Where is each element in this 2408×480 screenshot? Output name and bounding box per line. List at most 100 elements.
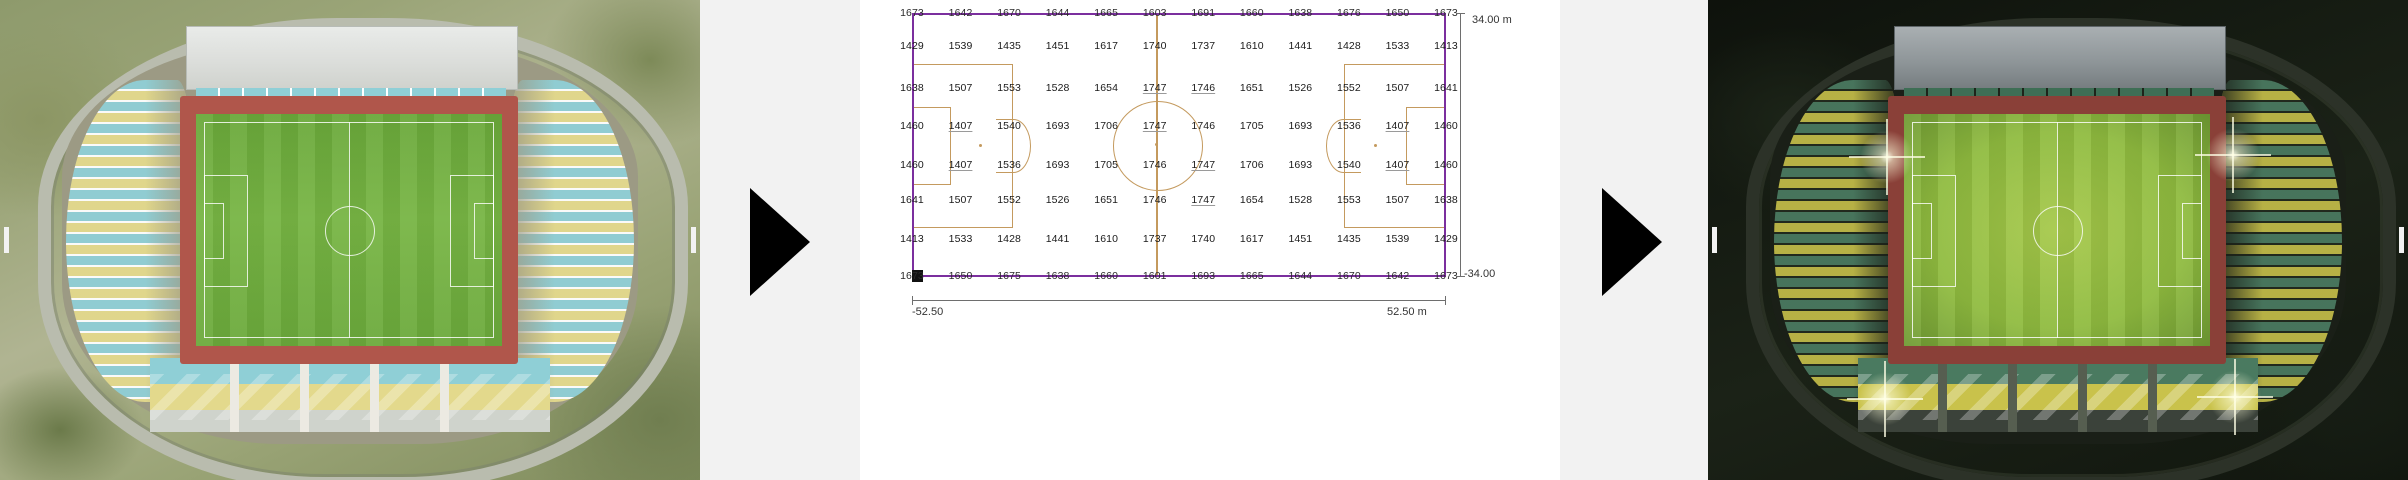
vomitory — [2078, 358, 2087, 432]
centre-circle — [2033, 206, 2083, 256]
illuminance-value: 1407 — [948, 159, 973, 171]
penalty-arc-right — [1326, 119, 1361, 173]
illuminance-value: 1540 — [997, 120, 1021, 132]
illuminance-value-grid: 1673 1642 1670 1644 1665 1603 1691 1660 1638 1676… — [860, 0, 1560, 300]
penalty-spot-right — [1374, 144, 1377, 147]
pitch-boundary-bottom — [912, 275, 1446, 277]
illuminance-value: 1706 — [1094, 120, 1119, 132]
illuminance-value: 1441 — [1288, 40, 1313, 52]
illuminance-value: 1673 — [1434, 7, 1458, 19]
illuminance-value: 1644 — [1045, 7, 1070, 19]
illuminance-value: 1693 — [1288, 120, 1313, 132]
illuminance-value: 1693 — [1288, 159, 1313, 171]
illuminance-value: 1413 — [900, 233, 924, 245]
illuminance-value: 1617 — [1239, 233, 1264, 245]
illuminance-value: 1737 — [1142, 233, 1167, 245]
illuminance-value: 1441 — [1045, 233, 1070, 245]
illuminance-value: 1651 — [1239, 82, 1264, 94]
illuminance-value: 1552 — [997, 194, 1021, 206]
main-stand-roof — [186, 26, 518, 90]
x-max-label: 52.50 m — [1387, 306, 1427, 318]
illuminance-value: 1693 — [1045, 159, 1070, 171]
stand-shadow — [502, 80, 634, 402]
illuminance-value: 1693 — [1191, 270, 1216, 282]
goal-right — [691, 227, 696, 253]
illuminance-value: 1746 — [1191, 120, 1216, 132]
illuminance-value: 1407 — [1385, 120, 1410, 132]
illuminance-value: 1451 — [1288, 233, 1313, 245]
illuminance-value: 1747 — [1191, 159, 1216, 171]
penalty-arc-left — [996, 119, 1031, 173]
vomitory — [230, 358, 239, 432]
aerial-photo-day — [0, 0, 700, 480]
illuminance-value: 1660 — [1094, 270, 1119, 282]
east-stand — [502, 80, 634, 402]
illuminance-value: 1435 — [1337, 233, 1361, 245]
vomitory — [2008, 358, 2017, 432]
illuminance-value: 1460 — [900, 120, 924, 132]
illuminance-value: 1638 — [1045, 270, 1070, 282]
south-stand-pattern — [1858, 374, 2258, 420]
illuminance-value: 1526 — [1288, 82, 1313, 94]
illuminance-value: 1654 — [1094, 82, 1119, 94]
illuminance-value: 1740 — [1142, 40, 1167, 52]
pitch-boundary-left — [912, 13, 914, 277]
illuminance-value: 1740 — [1191, 233, 1216, 245]
illuminance-value: 1705 — [1239, 120, 1264, 132]
vomitory — [300, 358, 309, 432]
before-photo-panel — [0, 0, 700, 480]
vomitory — [440, 358, 449, 432]
illuminance-value: 1435 — [997, 40, 1021, 52]
illuminance-value: 1539 — [948, 40, 973, 52]
west-stand — [66, 80, 198, 402]
origin-marker — [912, 270, 923, 282]
illuminance-value: 1747 — [1191, 194, 1216, 206]
illuminance-value: 1665 — [1094, 7, 1119, 19]
illuminance-value: 1670 — [997, 7, 1021, 19]
floodlight-flare — [1849, 119, 1925, 195]
arrow-right-icon — [750, 188, 810, 296]
pitch-boundary-top — [912, 13, 1446, 15]
illuminance-value: 1673 — [900, 270, 924, 282]
illuminance-value: 1617 — [1094, 40, 1119, 52]
illuminance-value: 1610 — [1239, 40, 1264, 52]
illuminance-value: 1644 — [1288, 270, 1313, 282]
illuminance-value: 1642 — [1385, 270, 1410, 282]
illuminance-value: 1673 — [900, 7, 924, 19]
vomitory — [370, 358, 379, 432]
illuminance-value: 1507 — [1385, 194, 1410, 206]
illuminance-value: 1641 — [900, 194, 924, 206]
illuminance-value: 1660 — [1239, 7, 1264, 19]
illuminance-value: 1428 — [1337, 40, 1361, 52]
illuminance-value: 1451 — [1045, 40, 1070, 52]
illuminance-value: 1641 — [1434, 82, 1458, 94]
illuminance-value: 1746 — [1142, 159, 1167, 171]
centre-spot — [1155, 143, 1158, 146]
illuminance-value: 1460 — [900, 159, 924, 171]
illuminance-value: 1706 — [1239, 159, 1264, 171]
illuminance-value: 1413 — [1434, 40, 1458, 52]
illuminance-value: 1528 — [1288, 194, 1313, 206]
illuminance-value: 1429 — [900, 40, 924, 52]
illuminance-value: 1533 — [1385, 40, 1410, 52]
goal-area-right — [1406, 107, 1445, 185]
illuminance-value: 1601 — [1142, 270, 1167, 282]
goal-area-left — [1912, 203, 1932, 259]
goal-area-right — [474, 203, 494, 259]
illuminance-value: 1747 — [1142, 82, 1167, 94]
pitch — [196, 114, 502, 346]
goal-left — [4, 227, 9, 253]
illuminance-value: 1460 — [1434, 159, 1458, 171]
illuminance-value: 1536 — [1337, 120, 1361, 132]
illuminance-value: 1603 — [1142, 7, 1167, 19]
illuminance-value: 1693 — [1045, 120, 1070, 132]
illuminance-value: 1705 — [1094, 159, 1119, 171]
illuminance-value: 1638 — [900, 82, 924, 94]
illuminance-value: 1670 — [1337, 270, 1361, 282]
vomitory — [2148, 358, 2157, 432]
goal-area-right — [2182, 203, 2202, 259]
south-stand — [1858, 358, 2258, 432]
illuminance-value: 1746 — [1142, 194, 1167, 206]
floodlight-flare — [2195, 117, 2271, 193]
illuminance-value: 1533 — [948, 233, 973, 245]
